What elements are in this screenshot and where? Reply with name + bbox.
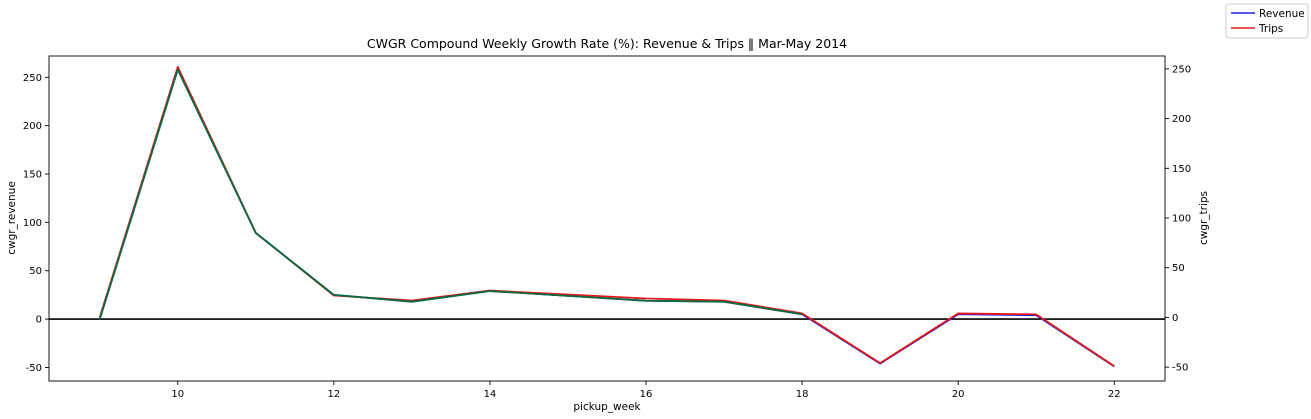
y-axis-label-right: cwgr_trips <box>1198 191 1210 245</box>
y-left-tick-label: 200 <box>23 121 42 132</box>
x-axis-label: pickup_week <box>573 401 641 413</box>
series-line-overlap <box>98 68 803 320</box>
chart-title: CWGR Compound Weekly Growth Rate (%): Re… <box>367 36 847 51</box>
y-left-tick-label: 150 <box>23 170 42 181</box>
series-line-revenue <box>98 68 1115 368</box>
y-left-tick-label: 250 <box>23 73 42 84</box>
x-tick-label: 10 <box>171 389 184 400</box>
x-tick-label: 16 <box>640 389 653 400</box>
y-left-tick-label: 50 <box>29 266 42 277</box>
series-line-trips <box>98 66 1115 367</box>
plot-frame <box>48 55 1166 382</box>
y-right-tick-label: 50 <box>1172 263 1185 274</box>
legend-label-revenue: Revenue <box>1259 8 1305 20</box>
x-tick-label: 22 <box>1108 389 1121 400</box>
legend-label-trips: Trips <box>1258 23 1283 35</box>
legend: Revenue Trips <box>1225 3 1309 39</box>
x-tick-label: 20 <box>952 389 965 400</box>
y-right-tick-label: 250 <box>1172 64 1191 75</box>
y-left-tick-label: -50 <box>26 363 42 374</box>
y-right-tick-label: 0 <box>1172 313 1178 324</box>
y-axis-label-left: cwgr_revenue <box>6 181 18 255</box>
y-right-tick-label: 150 <box>1172 164 1191 175</box>
y-right-tick-label: -50 <box>1172 363 1188 374</box>
x-tick-label: 12 <box>327 389 340 400</box>
y-right-tick-label: 100 <box>1172 214 1191 225</box>
y-left-tick-label: 100 <box>23 218 42 229</box>
x-tick-label: 18 <box>796 389 809 400</box>
x-tick-label: 14 <box>484 389 497 400</box>
y-left-tick-label: 0 <box>36 315 42 326</box>
y-right-tick-label: 200 <box>1172 114 1191 125</box>
plot-area: 10 12 14 16 18 20 22 -50 0 50 100 150 200 250 -50 0 50 10… <box>23 55 1191 400</box>
